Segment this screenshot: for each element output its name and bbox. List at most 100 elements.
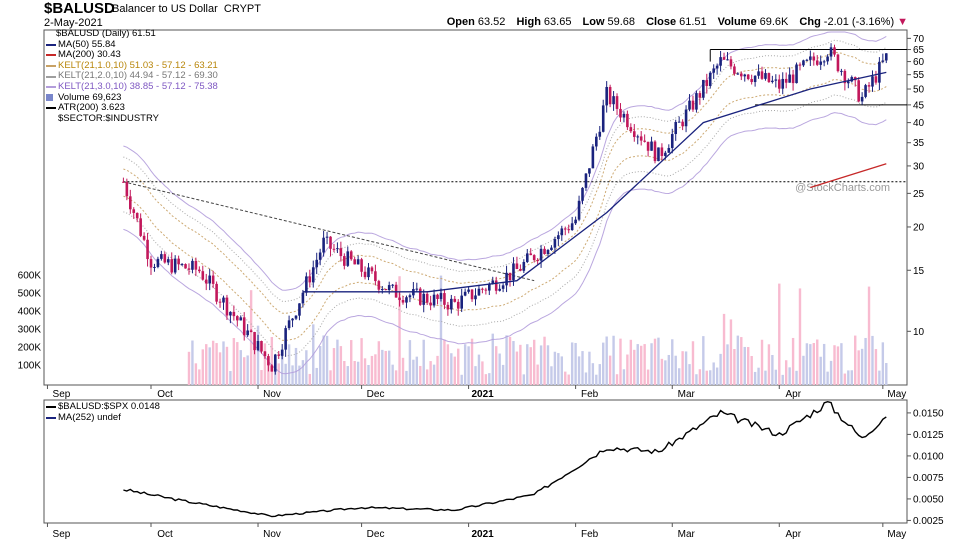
candle-body (577, 200, 581, 220)
volume-bar (691, 341, 695, 385)
candle-body (546, 250, 550, 255)
candle-body (308, 276, 312, 283)
candle-body (857, 80, 860, 102)
candle-body (474, 295, 477, 300)
volume-bar (519, 344, 522, 385)
volume-bar (553, 351, 557, 385)
candle-body (764, 73, 767, 79)
candle-body (450, 298, 453, 310)
candle-body (736, 73, 740, 75)
candle-body (674, 122, 678, 135)
x-tick-label: 2021 (471, 529, 494, 540)
volume-bar (187, 351, 191, 385)
candle-body (515, 263, 519, 270)
y-tick-label: 30 (913, 161, 925, 172)
volume-tick-label: 100K (18, 361, 42, 372)
x-tick-label: Apr (785, 529, 801, 540)
x-tick-label: May (887, 389, 906, 400)
y-tick-label: 20 (913, 222, 925, 233)
volume-bar (201, 349, 204, 385)
volume-bar (588, 351, 591, 385)
candle-body (239, 317, 243, 321)
candle-body (746, 74, 750, 80)
volume-bar (394, 370, 398, 385)
volume-bar (425, 369, 429, 385)
volume-bar (584, 372, 588, 385)
volume-tick-label: 500K (18, 289, 42, 300)
candle-body (505, 272, 508, 286)
volume-bar (674, 355, 677, 385)
keltner-band-line (123, 78, 887, 342)
volume-bar (277, 363, 280, 385)
volume-bar (350, 340, 353, 385)
candle-body (432, 294, 436, 306)
candle-body (829, 47, 833, 57)
volume-bar (612, 335, 615, 385)
volume-tick-label: 300K (18, 325, 42, 336)
candle-body (836, 54, 840, 72)
candle-body (847, 81, 850, 84)
candle-body (242, 317, 246, 336)
candle-body (809, 56, 812, 60)
volume-bar (488, 373, 491, 385)
candle-body (802, 60, 805, 66)
x-tick-label: Dec (367, 529, 385, 540)
candle-body (557, 235, 560, 240)
x-tick-label: Oct (157, 389, 173, 400)
candle-body (753, 75, 757, 83)
volume-bar (550, 366, 553, 385)
keltner-band-line (123, 112, 887, 375)
price-legend: $BALUSD (Daily) 61.51 MA(50) 55.84 MA(20… (46, 28, 218, 124)
volume-bar (481, 361, 484, 385)
volume-bar (398, 276, 401, 385)
candle-body (277, 354, 281, 356)
volume-bar (778, 283, 781, 385)
candle-body (636, 136, 640, 138)
volume-bar (695, 374, 698, 385)
keltner-band-line (123, 31, 887, 291)
volume-bar (301, 360, 305, 385)
chart-date: 2-May-2021 (44, 17, 103, 29)
symbol-description: Balancer to US Dollar CRYPT (112, 3, 261, 15)
candle-body (398, 297, 401, 301)
volume-bar (415, 356, 419, 385)
volume-bar (719, 353, 722, 385)
volume-bar (881, 342, 885, 385)
volume-bar (557, 353, 560, 385)
volume-bar (450, 353, 453, 385)
candle-body (363, 271, 367, 278)
volume-bar (391, 364, 394, 385)
candle-body (280, 349, 284, 356)
candle-body (135, 212, 139, 219)
x-tick-label: Sep (53, 529, 71, 540)
candle-body (553, 239, 557, 248)
volume-bar (570, 342, 574, 385)
volume-bar (401, 357, 405, 385)
candle-body (643, 140, 646, 142)
candle-body (826, 56, 829, 62)
candle-body (211, 275, 215, 284)
volume-bar (743, 346, 746, 385)
volume-bar (270, 336, 274, 385)
volume-bar (643, 344, 646, 385)
volume-bar (211, 340, 215, 385)
volume-bar (591, 363, 595, 385)
volume-bar (522, 374, 526, 385)
volume-bar (608, 355, 612, 385)
candle-body (771, 80, 774, 83)
volume-bar (367, 365, 370, 385)
quote-bar: Open 63.52 High 63.65 Low 59.68 Close 61.51 … (446, 16, 908, 28)
candle-body (615, 96, 619, 109)
candle-body (539, 248, 543, 261)
x-tick-label: May (887, 529, 906, 540)
x-tick-label: 2021 (471, 389, 494, 400)
volume-bar (536, 364, 539, 385)
volume-bar (439, 275, 443, 385)
candle-body (529, 253, 533, 256)
candle-body (380, 289, 384, 291)
volume-bar (477, 354, 481, 385)
volume-bar (657, 337, 660, 385)
volume-bar (343, 361, 346, 385)
candle-body (722, 57, 726, 60)
candle-body (667, 147, 671, 153)
